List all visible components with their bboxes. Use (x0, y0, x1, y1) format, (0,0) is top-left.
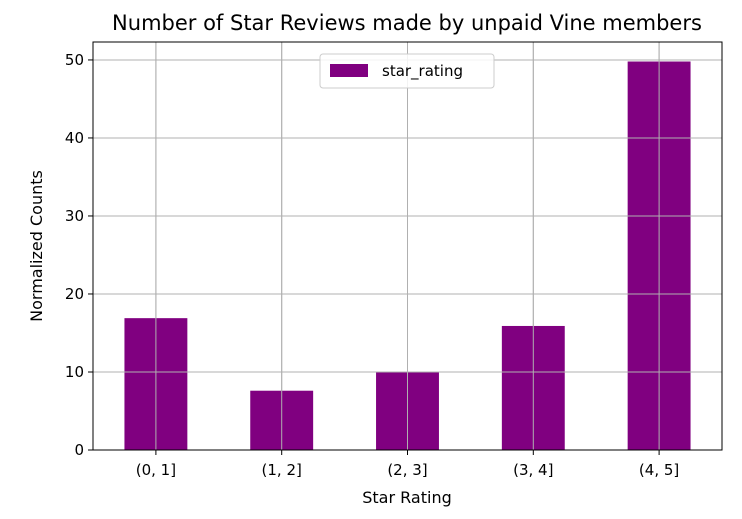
y-tick-label: 10 (65, 363, 84, 381)
bars (93, 42, 722, 451)
chart-title: Number of Star Reviews made by unpaid Vi… (112, 11, 702, 35)
legend-label-star-rating: star_rating (382, 62, 463, 81)
x-tick-label: (3, 4] (513, 461, 553, 479)
x-tick-label: (0, 1] (136, 461, 176, 479)
legend-swatch (330, 64, 368, 77)
y-tick-label: 20 (65, 285, 84, 303)
x-tick-label: (2, 3] (387, 461, 427, 479)
y-axis-ticks: 0 10 20 30 40 50 (65, 51, 93, 459)
x-axis-ticks: (0, 1] (1, 2] (2, 3] (3, 4] (4, 5] (136, 450, 679, 479)
y-axis-label: Normalized Counts (27, 170, 46, 322)
legend-frame (319, 53, 495, 89)
x-axis-label: Star Rating (362, 488, 451, 507)
y-tick-label: 40 (65, 129, 84, 147)
y-tick-label: 50 (65, 51, 84, 69)
x-tick-label: (1, 2] (262, 461, 302, 479)
y-tick-label: 30 (65, 207, 84, 225)
x-tick-label: (4, 5] (639, 461, 679, 479)
legend: star_rating (319, 53, 495, 89)
y-tick-label: 0 (74, 441, 84, 459)
